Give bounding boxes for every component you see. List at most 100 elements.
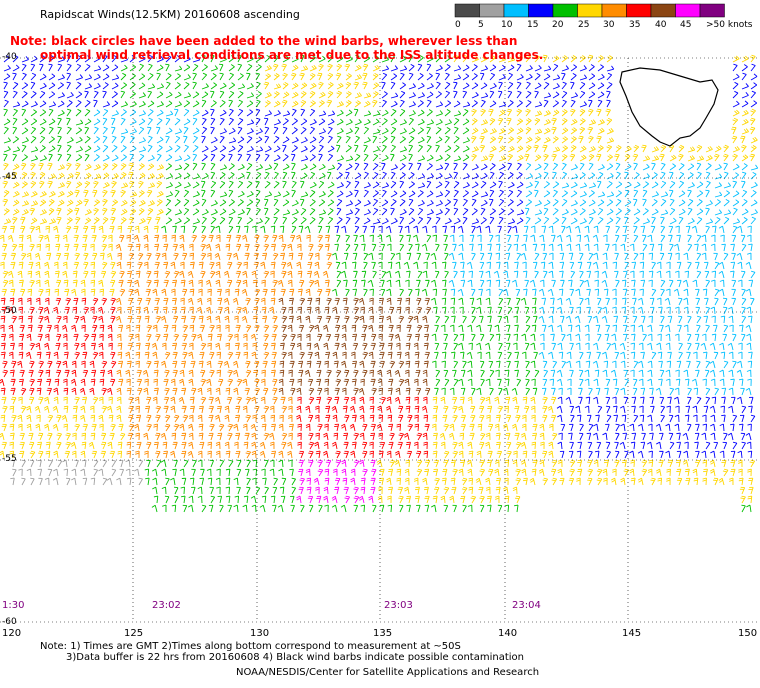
wind-barb xyxy=(506,342,511,351)
wind-barb xyxy=(659,396,665,405)
wind-barb xyxy=(399,99,405,108)
wind-barb xyxy=(678,153,684,162)
wind-barb xyxy=(381,162,386,171)
wind-barb xyxy=(360,306,365,315)
wind-barb xyxy=(217,432,223,441)
wind-barb xyxy=(674,396,680,405)
wind-barb xyxy=(567,324,573,333)
wind-barb xyxy=(610,369,617,378)
wind-barb xyxy=(432,423,437,432)
wind-barb xyxy=(102,154,110,162)
wind-barb xyxy=(370,333,377,342)
wind-barb xyxy=(262,252,268,261)
wind-barb xyxy=(92,396,99,405)
wind-barb xyxy=(325,288,331,297)
wind-barb xyxy=(593,459,599,468)
wind-barb xyxy=(53,306,59,315)
wind-barb xyxy=(12,136,19,144)
wind-barb xyxy=(682,279,689,288)
wind-barb xyxy=(485,432,491,441)
wind-barb xyxy=(260,225,266,234)
wind-barb xyxy=(404,477,410,486)
wind-barb xyxy=(107,333,113,342)
wind-barb xyxy=(189,396,195,405)
wind-barb xyxy=(308,324,315,333)
wind-barb xyxy=(460,387,466,396)
wind-barb xyxy=(99,333,104,342)
wind-barb xyxy=(631,279,636,288)
wind-barb xyxy=(334,342,340,351)
wind-barb xyxy=(741,118,749,126)
wind-barb xyxy=(514,405,520,414)
wind-barb xyxy=(453,217,461,225)
wind-barb xyxy=(271,351,277,360)
wind-barb xyxy=(489,216,495,225)
wind-barb xyxy=(498,101,507,108)
wind-barb xyxy=(263,432,270,441)
wind-barb xyxy=(552,181,560,189)
wind-barb xyxy=(390,65,398,72)
wind-barb xyxy=(641,432,646,441)
wind-barb xyxy=(624,171,629,180)
wind-barb xyxy=(532,459,538,468)
wind-barb xyxy=(250,495,257,504)
wind-barb xyxy=(532,423,538,432)
wind-barb xyxy=(669,441,675,450)
wind-barb xyxy=(480,217,487,225)
wind-barb xyxy=(413,342,419,351)
wind-barb xyxy=(596,351,601,360)
wind-barb xyxy=(272,252,279,261)
wind-barb xyxy=(261,279,266,288)
wind-barb xyxy=(604,387,609,396)
wind-barb xyxy=(317,387,323,396)
wind-barb xyxy=(630,441,636,450)
wind-barb xyxy=(308,450,314,459)
wind-barb xyxy=(665,270,671,279)
wind-barb xyxy=(452,504,457,513)
wind-barb xyxy=(732,199,740,207)
wind-barb xyxy=(336,109,344,117)
wind-barb xyxy=(568,252,574,261)
wind-barb xyxy=(72,432,77,441)
wind-barb xyxy=(282,72,288,81)
wind-barb xyxy=(255,72,260,81)
wind-barb xyxy=(180,279,186,288)
wind-barb xyxy=(741,109,749,117)
wind-barb xyxy=(431,297,437,306)
wind-barb xyxy=(272,63,279,72)
wind-barb xyxy=(35,297,41,306)
wind-barb xyxy=(9,450,15,459)
wind-barb xyxy=(612,288,617,297)
wind-barb xyxy=(534,154,542,162)
wind-barb xyxy=(399,208,407,216)
legend-label-40: 40 xyxy=(655,20,667,30)
wind-barb xyxy=(399,163,406,171)
wind-barb xyxy=(280,252,286,261)
wind-barb xyxy=(531,378,536,387)
wind-barb xyxy=(398,414,404,423)
wind-barb xyxy=(711,270,717,279)
wind-barb xyxy=(106,405,113,414)
wind-barb xyxy=(102,189,108,198)
wind-barb xyxy=(718,225,725,234)
wind-barb xyxy=(29,387,35,396)
wind-barb xyxy=(534,136,541,144)
wind-barb xyxy=(278,378,284,387)
wind-barb xyxy=(264,191,273,198)
wind-barb xyxy=(81,324,86,333)
wind-barb xyxy=(209,369,215,378)
wind-barb xyxy=(326,297,332,306)
wind-barb xyxy=(476,297,482,306)
wind-barb xyxy=(82,423,88,432)
wind-barb xyxy=(287,270,293,279)
wind-barb xyxy=(173,333,180,342)
wind-barb xyxy=(370,423,376,432)
wind-barb xyxy=(259,504,266,513)
wind-barb xyxy=(291,162,296,171)
wind-barb xyxy=(27,270,33,279)
wind-barb xyxy=(687,234,692,243)
wind-barb xyxy=(729,477,734,486)
wind-barb xyxy=(647,234,653,243)
wind-barb xyxy=(116,477,122,486)
wind-barb xyxy=(335,450,341,459)
